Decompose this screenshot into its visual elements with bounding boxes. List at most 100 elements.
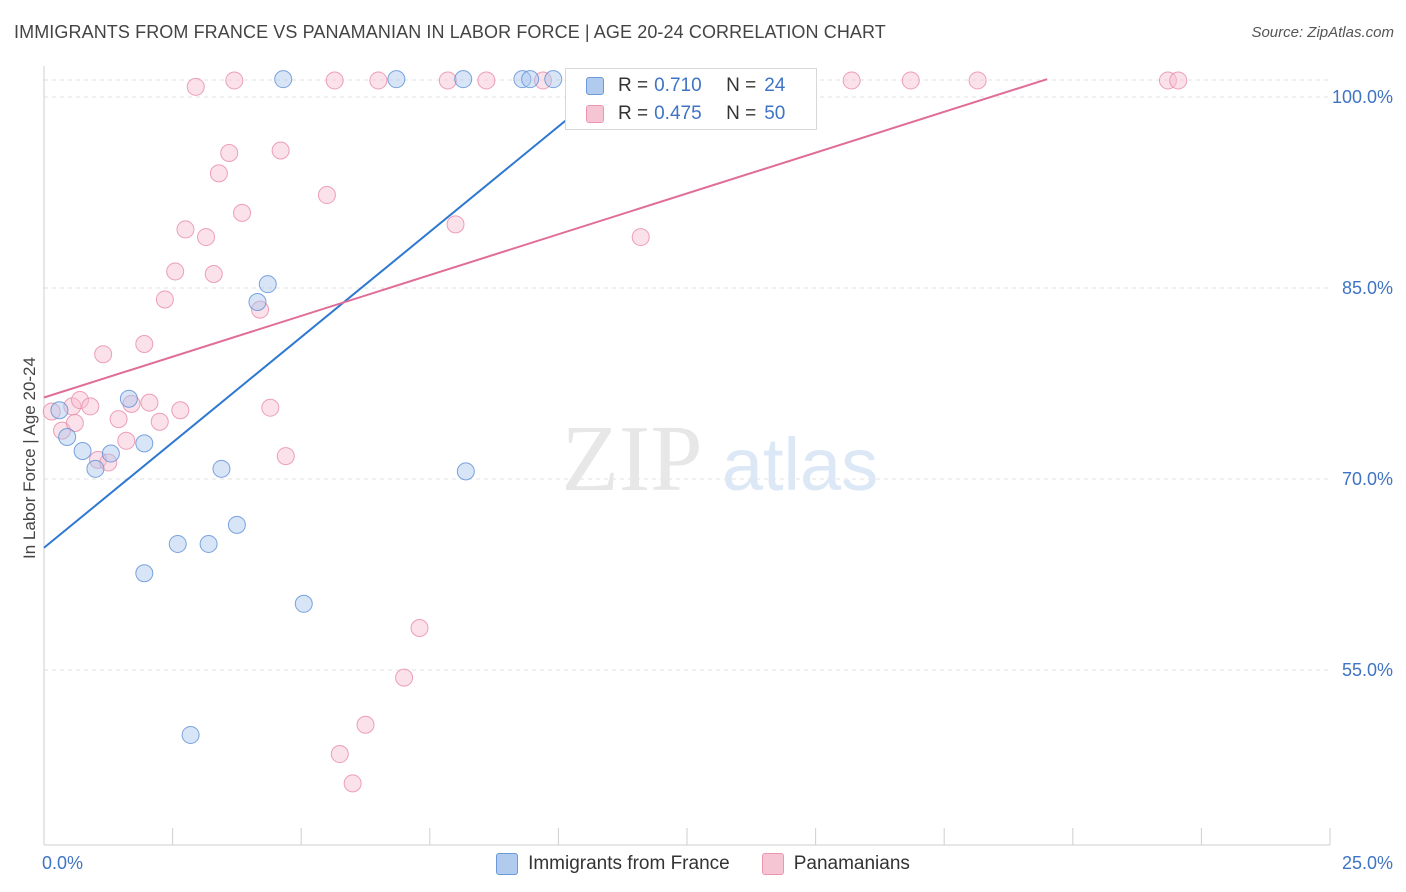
y-tick-label-3: 100.0%	[1332, 87, 1393, 107]
legend-r-label: R =	[618, 103, 649, 124]
point-panamanian-37	[410, 618, 429, 637]
point-france-10	[199, 534, 218, 553]
trend-line-france	[43, 96, 596, 549]
x-tick-label-0: 0.0%	[42, 853, 83, 873]
point-panamanian-29	[276, 447, 295, 466]
legend-n-value: 24	[764, 75, 786, 96]
point-panamanian-45	[842, 71, 861, 90]
legend-n-label: N =	[726, 75, 757, 96]
point-france-5	[119, 389, 138, 408]
point-france-4	[101, 444, 120, 463]
point-france-13	[248, 293, 267, 312]
chart-title: IMMIGRANTS FROM FRANCE VS PANAMANIAN IN …	[14, 22, 886, 42]
point-france-22	[544, 70, 563, 89]
point-panamanian-38	[438, 71, 457, 90]
legend-swatch-panamanians	[761, 853, 784, 875]
point-panamanian-20	[197, 228, 216, 247]
point-france-0	[50, 401, 69, 420]
point-france-14	[258, 275, 277, 294]
x-tick-label-1: 25.0%	[1342, 853, 1393, 873]
point-panamanian-0	[42, 402, 61, 421]
point-panamanian-23	[220, 144, 239, 163]
legend-n-value: 50	[764, 103, 786, 124]
legend-r-label: R =	[618, 75, 649, 96]
legend-row-france: R = 0.710 N = 24	[586, 74, 785, 98]
point-france-19	[456, 462, 475, 481]
point-panamanian-22	[209, 164, 228, 183]
zipatlas-watermark: ZIP atlas	[562, 407, 879, 511]
point-france-1	[58, 427, 77, 446]
point-france-20	[513, 70, 532, 89]
point-panamanian-24	[225, 71, 244, 90]
watermark-zip: ZIP	[562, 407, 703, 511]
legend-swatch-france	[586, 77, 604, 95]
y-tick-label-1: 70.0%	[1342, 469, 1393, 489]
axes	[43, 66, 1331, 846]
y-tick-label-0: 55.0%	[1342, 660, 1393, 680]
point-panamanian-46	[901, 71, 920, 90]
point-panamanian-47	[968, 71, 987, 90]
legend-label-france: Immigrants from France	[528, 853, 730, 874]
point-panamanian-10	[117, 431, 136, 450]
legend-label-panamanians: Panamanians	[793, 853, 910, 874]
point-france-21	[521, 70, 540, 89]
correlation-legend: R = 0.710 N = 24 R = 0.475 N = 50	[565, 68, 817, 130]
point-panamanian-48	[1158, 71, 1177, 90]
point-panamanian-42	[631, 228, 650, 247]
point-france-7	[135, 564, 154, 583]
tick-labels: 55.0% 70.0% 85.0% 100.0% 0.0% 25.0%	[42, 87, 1393, 873]
point-panamanian-12	[135, 335, 154, 354]
series-legend: Immigrants from France Panamanians	[0, 852, 1406, 876]
point-panamanian-21	[204, 264, 223, 283]
legend-swatch-france	[496, 853, 519, 875]
point-panamanian-27	[261, 398, 280, 417]
point-panamanian-28	[271, 141, 290, 160]
point-panamanian-7	[94, 345, 113, 364]
trend-line-panamanian	[43, 78, 1048, 399]
point-panamanian-9	[109, 410, 128, 429]
point-panamanian-4	[71, 391, 90, 410]
legend-swatch-panamanians	[586, 105, 604, 123]
point-panamanian-17	[171, 401, 190, 420]
legend-item-france[interactable]: Immigrants from France	[496, 853, 730, 875]
point-panamanian-30	[317, 186, 336, 205]
legend-r-value: 0.710	[654, 75, 702, 96]
point-panamanian-14	[150, 412, 169, 431]
point-panamanian-40	[477, 71, 496, 90]
grid-lines	[44, 79, 1330, 671]
watermark-atlas: atlas	[722, 423, 878, 506]
point-panamanian-33	[343, 774, 362, 793]
point-panamanian-36	[395, 668, 414, 687]
point-france-8	[168, 534, 187, 553]
point-panamanian-5	[81, 397, 100, 416]
point-panamanian-35	[369, 71, 388, 90]
point-panamanian-31	[325, 71, 344, 90]
point-panamanian-32	[330, 745, 349, 764]
point-panamanian-15	[155, 290, 174, 309]
point-panamanian-3	[65, 413, 84, 432]
point-france-6	[135, 434, 154, 453]
point-france-3	[86, 459, 105, 478]
point-panamanian-19	[186, 77, 205, 96]
point-panamanian-13	[140, 393, 159, 412]
point-france-9	[181, 725, 200, 744]
point-france-12	[227, 515, 246, 534]
legend-row-panamanians: R = 0.475 N = 50	[586, 102, 785, 126]
point-panamanian-18	[176, 220, 195, 239]
point-panamanian-49	[1169, 71, 1188, 90]
trend-lines	[43, 78, 1048, 549]
point-panamanian-25	[233, 203, 252, 222]
legend-r-value: 0.475	[654, 103, 702, 124]
point-france-17	[387, 70, 406, 89]
point-france-18	[454, 70, 473, 89]
point-panamanian-16	[166, 262, 185, 281]
point-panamanian-11	[122, 394, 141, 413]
point-panamanian-39	[446, 215, 465, 234]
point-panamanian-34	[356, 715, 375, 734]
point-france-16	[294, 594, 313, 613]
chart-source: Source: ZipAtlas.com	[1251, 24, 1394, 41]
y-axis-label: In Labor Force | Age 20-24	[20, 357, 39, 559]
y-tick-label-2: 85.0%	[1342, 278, 1393, 298]
legend-item-panamanians[interactable]: Panamanians	[761, 853, 910, 875]
